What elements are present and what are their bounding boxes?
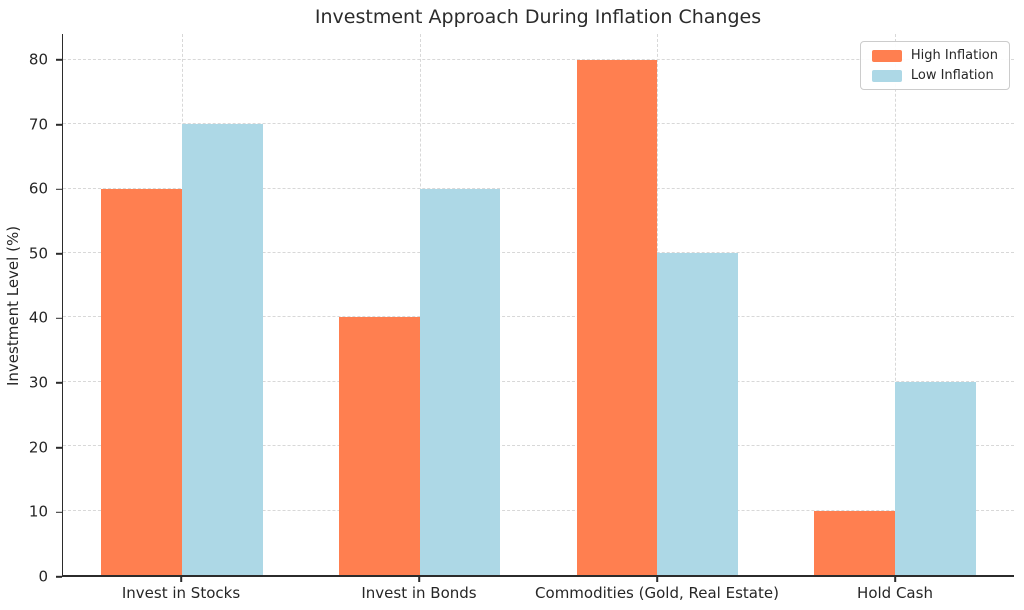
legend-swatch-low-inflation bbox=[871, 69, 902, 82]
legend-label-low-inflation: Low Inflation bbox=[910, 68, 994, 83]
y-tick-mark-80 bbox=[56, 59, 62, 61]
x-tick-label-hold-cash: Hold Cash bbox=[857, 584, 933, 602]
bar-low-inflation-invest-in-stocks bbox=[181, 124, 263, 575]
legend-swatch-high-inflation bbox=[871, 49, 902, 62]
gridline-horizontal-60 bbox=[63, 187, 1014, 189]
x-axis: Invest in Stocks Invest in Bonds Commoditi… bbox=[62, 577, 1014, 610]
y-tick-mark-30 bbox=[56, 382, 62, 384]
bar-group-commodities-gold-real-estate bbox=[539, 34, 777, 575]
gridline-horizontal-40 bbox=[63, 316, 1014, 318]
gridline-horizontal-20 bbox=[63, 445, 1014, 447]
y-tick-label-50: 50 bbox=[28, 244, 48, 263]
legend-item-high-inflation: High Inflation bbox=[871, 48, 998, 63]
bar-high-inflation-hold-cash bbox=[814, 510, 896, 575]
bar-group-hold-cash bbox=[776, 34, 1014, 575]
y-tick-mark-50 bbox=[56, 253, 62, 255]
x-tick-mark-invest-in-bonds bbox=[418, 577, 420, 582]
y-tick-label-30: 30 bbox=[28, 373, 48, 392]
y-tick-label-20: 20 bbox=[28, 438, 48, 457]
y-tick-label-80: 80 bbox=[28, 50, 48, 69]
gridline-horizontal-30 bbox=[63, 380, 1014, 382]
bar-high-inflation-invest-in-bonds bbox=[338, 317, 420, 575]
x-tick-mark-invest-in-stocks bbox=[180, 577, 182, 582]
bar-low-inflation-commodities-gold-real-estate bbox=[657, 252, 739, 575]
bar-low-inflation-invest-in-bonds bbox=[419, 188, 501, 575]
x-tick-mark-hold-cash bbox=[894, 577, 896, 582]
y-tick-label-10: 10 bbox=[28, 502, 48, 521]
chart-title: Investment Approach During Inflation Cha… bbox=[314, 6, 762, 28]
y-tick-mark-10 bbox=[56, 511, 62, 514]
gridline-horizontal-50 bbox=[63, 251, 1014, 253]
legend-label-high-inflation: High Inflation bbox=[910, 48, 998, 63]
legend: High Inflation Low Inflation bbox=[859, 41, 1010, 90]
y-tick-label-40: 40 bbox=[28, 308, 48, 327]
bar-high-inflation-commodities-gold-real-estate bbox=[576, 59, 658, 575]
bar-group-invest-in-stocks bbox=[63, 34, 301, 575]
y-tick-mark-60 bbox=[56, 188, 62, 190]
gridline-vertical-hold-cash bbox=[895, 34, 897, 575]
y-tick-label-60: 60 bbox=[28, 179, 48, 198]
bar-group-invest-in-bonds bbox=[301, 34, 539, 575]
y-tick-mark-40 bbox=[56, 317, 62, 320]
bar-high-inflation-invest-in-stocks bbox=[101, 188, 182, 575]
plot-area: High Inflation Low Inflation bbox=[62, 34, 1014, 577]
y-tick-label-70: 70 bbox=[28, 115, 48, 133]
y-tick-mark-0 bbox=[56, 576, 62, 578]
x-tick-mark-commodities-gold-real-estate bbox=[656, 577, 658, 582]
gridline-horizontal-70 bbox=[63, 123, 1014, 125]
y-tick-label-0: 0 bbox=[38, 567, 48, 586]
bar-low-inflation-hold-cash bbox=[895, 381, 976, 575]
x-tick-label-invest-in-stocks: Invest in Stocks bbox=[121, 584, 241, 602]
legend-item-low-inflation: Low Inflation bbox=[871, 68, 998, 83]
gridline-horizontal-80 bbox=[63, 58, 1014, 60]
gridline-horizontal-10 bbox=[63, 509, 1014, 511]
x-tick-label-commodities-gold-real-estate: Commodities (Gold, Real Estate) bbox=[535, 584, 779, 602]
y-tick-mark-70 bbox=[56, 123, 62, 126]
x-tick-label-invest-in-bonds: Invest in Bonds bbox=[361, 584, 477, 602]
y-axis: 0 10 20 30 40 50 60 70 80 bbox=[0, 34, 62, 584]
y-tick-mark-20 bbox=[56, 446, 62, 449]
